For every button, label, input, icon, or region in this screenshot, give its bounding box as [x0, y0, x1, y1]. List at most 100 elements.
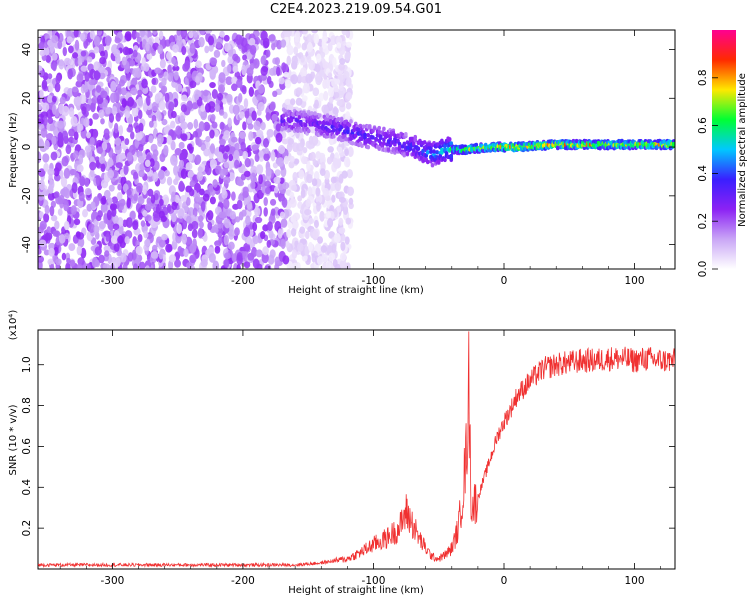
heatmap-cell: [171, 56, 176, 65]
heatmap-cell: [38, 130, 42, 138]
heatmap-cell: [137, 96, 143, 107]
heatmap-cell: [200, 105, 206, 112]
heatmap-cell: [47, 258, 55, 266]
heatmap-cell: [151, 101, 159, 112]
heatmap-cell: [158, 30, 164, 40]
heatmap-cell: [152, 171, 159, 183]
heatmap-cell: [208, 44, 214, 52]
heatmap-cell: [135, 132, 143, 141]
heatmap-ridge-cell: [347, 122, 352, 128]
heatmap-cell: [223, 258, 230, 268]
heatmap-cell: [234, 142, 240, 152]
colorbar-tick-label: 0.0: [697, 261, 709, 278]
heatmap-cell: [153, 213, 161, 222]
heatmap-cell: [314, 64, 321, 73]
heatmap-cell: [272, 65, 277, 76]
heatmap-cell: [279, 194, 286, 202]
heatmap-cell: [69, 168, 77, 176]
heatmap-cell: [134, 125, 141, 134]
heatmap-cell: [195, 76, 200, 83]
heatmap-cell: [101, 195, 107, 205]
heatmap-cell: [42, 153, 50, 163]
heatmap-cell: [263, 153, 270, 162]
heatmap-cell: [348, 197, 354, 205]
heatmap-cell: [84, 145, 92, 153]
heatmap-cell: [151, 244, 158, 253]
heatmap-cell: [218, 144, 226, 154]
colorbar-ticks: 0.0 0.2 0.4 0.6 0.8: [697, 69, 718, 277]
colorbar-tick-label: 0.6: [697, 117, 709, 134]
heatmap-cell: [63, 200, 70, 212]
heatmap-cell: [51, 35, 59, 44]
heatmap-cell: [198, 36, 205, 48]
heatmap-cell: [332, 258, 338, 268]
heatmap-ridge-cell: [386, 147, 391, 152]
heatmap-cell: [277, 228, 283, 239]
heatmap-ridge-cell: [281, 113, 286, 118]
heatmap-cell: [214, 129, 219, 138]
heatmap-cell: [105, 107, 111, 115]
heatmap-cell: [44, 204, 50, 215]
heatmap-cell: [161, 77, 167, 87]
heatmap-cell: [82, 208, 88, 218]
heatmap-cell: [180, 104, 188, 113]
heatmap-cell: [317, 236, 324, 244]
heatmap-cell: [242, 54, 247, 61]
heatmap-ridge-cell: [440, 147, 444, 153]
heatmap-cell: [193, 118, 199, 129]
heatmap-cell: [187, 223, 194, 232]
heatmap-cell: [91, 96, 99, 104]
heatmap-cell: [109, 92, 117, 104]
heatmap-cell: [307, 241, 314, 252]
heatmap-cell: [178, 159, 185, 169]
heatmap-cell: [257, 236, 263, 244]
heatmap-cell: [256, 94, 263, 101]
heatmap-cell: [265, 166, 272, 177]
heatmap-cell: [38, 239, 47, 248]
heatmap-cell: [212, 260, 220, 269]
heatmap-cell: [332, 107, 339, 115]
heatmap-cell: [203, 89, 209, 97]
heatmap-cell: [132, 263, 138, 269]
heatmap-cell: [186, 143, 193, 151]
heatmap-cell: [247, 252, 255, 261]
heatmap-cell: [38, 168, 46, 177]
heatmap-cell: [238, 193, 243, 201]
heatmap-cell: [150, 251, 159, 259]
heatmap-cell: [230, 136, 238, 143]
heatmap-cell: [150, 85, 157, 94]
snr-frame: [37, 329, 676, 570]
heatmap-cell: [234, 159, 240, 169]
heatmap-cell: [114, 137, 122, 146]
heatmap-cell: [209, 143, 216, 154]
heatmap-cell: [115, 257, 121, 268]
heatmap-cell: [55, 74, 61, 85]
heatmap-cell: [145, 265, 150, 269]
heatmap-cell: [192, 207, 198, 218]
heatmap-cell: [77, 56, 83, 67]
heatmap-cell: [108, 184, 115, 192]
heatmap-cell: [158, 210, 165, 219]
heatmap-cell: [157, 44, 164, 55]
heatmap-ridge-cell: [317, 120, 322, 125]
heatmap-cell: [207, 221, 213, 231]
heatmap-cell: [64, 188, 71, 199]
heatmap-cell: [266, 75, 272, 85]
heatmap-cell: [241, 64, 247, 76]
heatmap-cell: [53, 191, 60, 198]
heatmap-cell: [183, 248, 189, 258]
heatmap-cell: [263, 207, 268, 217]
snr-x-ticks: -300 -200 -100 0 100: [59, 330, 661, 587]
heatmap-cell: [58, 234, 66, 244]
heatmap-cell: [189, 80, 197, 89]
heatmap-cell: [168, 101, 175, 112]
heatmap-cell: [268, 34, 276, 42]
heatmap-ridge-cell: [371, 135, 375, 140]
spectrogram-y-ticks: -40 -20 0 20 40: [21, 37, 675, 258]
heatmap-cell: [262, 224, 269, 232]
heatmap-cell: [290, 74, 298, 85]
heatmap-cell: [126, 197, 131, 209]
heatmap-cell: [338, 227, 346, 234]
heatmap-cell: [328, 252, 336, 262]
heatmap-cell: [280, 238, 286, 250]
